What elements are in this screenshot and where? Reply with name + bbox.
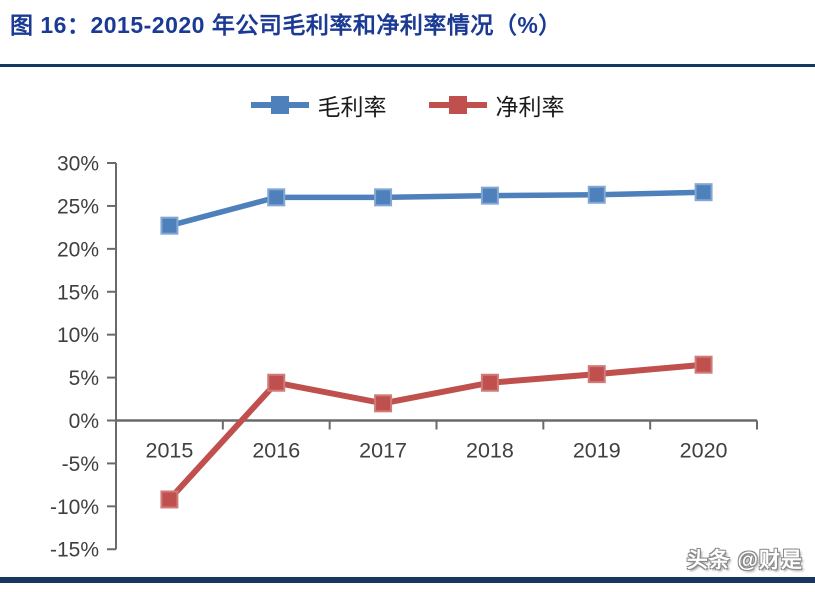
bottom-divider (0, 577, 815, 583)
x-tick-label: 2017 (359, 439, 407, 463)
y-tick-label: -10% (50, 496, 99, 519)
y-tick-label: 5% (69, 367, 99, 390)
x-tick-label: 2015 (145, 439, 193, 463)
legend-item-gross-margin: 毛利率 (250, 88, 387, 122)
data-point-marker-毛利率 (267, 188, 286, 207)
legend-label-gross-margin: 毛利率 (317, 95, 387, 120)
watermark: 头条 @财是 (686, 549, 803, 572)
legend-marker-net-margin-icon (428, 96, 487, 114)
series-line-毛利率 (168, 189, 704, 229)
title-divider (0, 64, 815, 67)
y-tick-label: 15% (57, 281, 99, 304)
legend-marker-gross-margin-icon (250, 96, 309, 114)
legend-label-net-margin: 净利率 (495, 95, 565, 120)
page-title: 图 16：2015-2020 年公司毛利率和净利率情况（%） (10, 12, 562, 38)
y-tick-label: 20% (57, 238, 99, 261)
y-tick-label: 25% (57, 195, 99, 218)
data-point-marker-净利率 (694, 355, 713, 374)
y-tick-label: -15% (50, 539, 99, 562)
data-point-marker-毛利率 (480, 186, 499, 205)
data-point-marker-毛利率 (587, 185, 606, 204)
x-tick-label: 2018 (466, 439, 514, 463)
data-point-marker-净利率 (374, 394, 393, 413)
y-tick-label: 0% (69, 410, 99, 433)
y-tick-label: -5% (62, 453, 99, 476)
chart-legend: 毛利率 净利率 (0, 88, 815, 122)
series-line-净利率 (167, 361, 704, 502)
data-point-marker-净利率 (480, 373, 499, 392)
legend-item-net-margin: 净利率 (428, 88, 565, 122)
x-tick-label: 2019 (573, 439, 621, 463)
data-point-marker-净利率 (587, 365, 606, 384)
x-tick-label: 2016 (252, 439, 300, 463)
data-point-marker-毛利率 (374, 188, 393, 207)
y-tick-label: 30% (57, 153, 99, 176)
data-point-marker-净利率 (160, 490, 179, 509)
data-point-marker-净利率 (267, 373, 286, 392)
data-point-marker-毛利率 (160, 216, 179, 235)
data-point-marker-毛利率 (694, 183, 713, 202)
y-tick-label: 10% (57, 324, 99, 347)
x-tick-label: 2020 (680, 439, 728, 463)
